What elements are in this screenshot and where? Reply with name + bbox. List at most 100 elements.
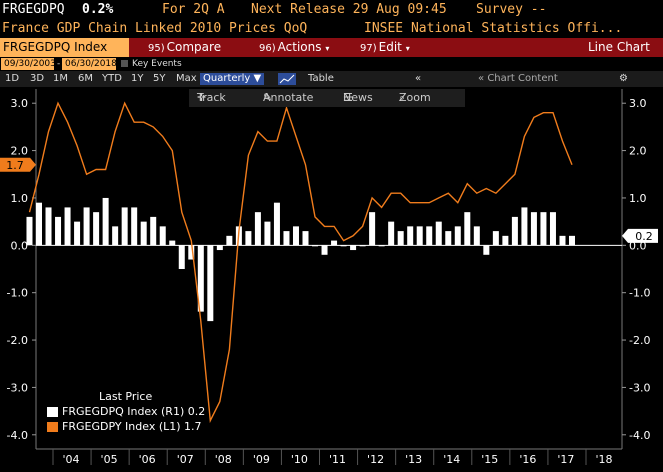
line-chart-icon[interactable]	[278, 73, 296, 85]
bar-mark	[454, 226, 461, 246]
bar-mark	[55, 216, 62, 246]
legend-swatch	[47, 407, 58, 417]
period-ytd[interactable]: YTD	[102, 73, 122, 84]
period-3d[interactable]: 3D	[30, 73, 45, 84]
chevron-down-icon: ▾	[405, 44, 410, 53]
key-events-label[interactable]: Key Events	[132, 59, 182, 69]
bar-mark	[312, 245, 319, 247]
bar-mark	[521, 207, 528, 246]
ticker-input[interactable]: FRGEGDPQ Index	[0, 38, 129, 57]
bar-mark	[435, 221, 442, 246]
period-1d[interactable]: 1D	[5, 73, 20, 84]
edit-button[interactable]: 97) Edit ▾	[360, 40, 410, 54]
right-tick-label: 3.0	[629, 97, 647, 110]
bar-mark	[93, 212, 100, 246]
bar-mark	[159, 226, 166, 246]
actions-button[interactable]: 96) Actions ▾	[259, 40, 330, 54]
bar-mark	[140, 221, 147, 246]
chevron-down-icon: ▾	[325, 44, 330, 53]
double-chevron-icon: «	[478, 73, 485, 84]
description-row: France GDP Chain Linked 2010 Prices QoQ …	[0, 19, 663, 38]
bar-mark	[473, 226, 480, 246]
bar-mark	[131, 207, 138, 246]
frequency-select[interactable]: Quarterly ▼	[200, 73, 265, 85]
x-tick-label: '10	[291, 453, 308, 466]
bar-mark	[74, 221, 81, 246]
table-button[interactable]: Table	[308, 73, 334, 84]
bar-mark	[331, 240, 338, 246]
right-tick-label: 1.0	[629, 192, 647, 205]
x-tick-label: '08	[215, 453, 232, 466]
bar-mark	[559, 235, 566, 246]
bar-mark	[64, 207, 71, 246]
bar-mark	[502, 235, 509, 246]
bar-mark	[511, 216, 518, 246]
left-tick-label: 2.0	[11, 145, 29, 158]
series-source: INSEE National Statistics Offi...	[364, 21, 623, 36]
period-1y[interactable]: 1Y	[131, 73, 144, 84]
left-tick-label: -2.0	[7, 334, 28, 347]
x-tick-label: '18	[595, 453, 612, 466]
bar-mark	[359, 245, 366, 247]
left-tick-label: 0.0	[11, 239, 29, 252]
bar-mark	[102, 197, 109, 246]
bar-mark	[321, 245, 328, 255]
checkbox-icon[interactable]	[121, 60, 128, 67]
legend-swatch	[47, 422, 58, 432]
bar-mark	[388, 221, 395, 246]
series-description: France GDP Chain Linked 2010 Prices QoQ	[2, 21, 308, 36]
bar-mark	[445, 231, 452, 246]
left-tick-label: 1.0	[11, 192, 29, 205]
news-icon: ☰	[343, 91, 353, 104]
bar-mark	[188, 245, 195, 260]
x-tick-label: '13	[405, 453, 422, 466]
gdp-chart: 3.0 2.0 1.0 0.0 -1.0 -2.0 -3.0 -4.0 3.0 2.0 1.0…	[0, 89, 658, 466]
magnifier-icon: ⌕	[399, 91, 406, 104]
bar-mark	[121, 207, 128, 246]
period-6m[interactable]: 6M	[78, 73, 93, 84]
date-range-row: 09/30/2003 - 06/30/2018 Key Events	[0, 57, 663, 71]
period-1m[interactable]: 1M	[53, 73, 68, 84]
bar-mark	[464, 212, 471, 246]
bar-mark	[540, 212, 547, 246]
bar-mark	[112, 226, 119, 246]
bar-mark	[340, 245, 347, 247]
right-tick-label: -4.0	[629, 429, 650, 442]
bar-mark	[369, 212, 376, 246]
end-date-field[interactable]: 06/30/2018	[62, 58, 117, 70]
bar-mark	[207, 245, 214, 322]
bar-mark	[292, 226, 299, 246]
x-tick-label: '05	[101, 453, 118, 466]
bar-mark	[36, 202, 42, 246]
bar-mark	[264, 221, 271, 246]
right-last-value-tag	[622, 228, 658, 243]
legend: Last Price FRGEGDPQ Index (R1) 0.2 FRGEG…	[47, 389, 205, 434]
gear-icon[interactable]: ⚙	[619, 73, 628, 84]
chevron-down-icon: ▼	[253, 73, 262, 84]
bar-mark	[569, 235, 575, 246]
bar-mark	[350, 245, 357, 251]
menu-bar: 95) Compare 96) Actions ▾ 97) Edit ▾ Line C…	[0, 38, 663, 57]
period-5y[interactable]: 5Y	[153, 73, 166, 84]
right-tick-label: -2.0	[629, 334, 650, 347]
bar-mark	[45, 207, 52, 246]
left-tick-label: -1.0	[7, 287, 28, 300]
x-tick-label: '11	[329, 453, 346, 466]
start-date-field[interactable]: 09/30/2003	[1, 58, 56, 70]
bar-mark	[26, 216, 33, 246]
left-tick-label: 3.0	[11, 97, 29, 110]
period-max[interactable]: Max	[176, 73, 197, 84]
left-last-value-tag	[0, 157, 36, 172]
bar-mark	[169, 240, 176, 246]
collapse-icon[interactable]: «	[415, 73, 422, 84]
legend-title: Last Price	[99, 390, 153, 403]
right-tick-label: -3.0	[629, 381, 650, 394]
right-last-value-label: 0.2	[635, 230, 653, 243]
chart-content-label[interactable]: « Chart Content	[478, 73, 558, 84]
x-tick-label: '12	[367, 453, 384, 466]
period-label: For 2Q A	[162, 2, 225, 17]
security-header: FRGEGDPQ 0.2% For 2Q A Next Release 29 A…	[0, 0, 663, 19]
bar-mark	[150, 216, 157, 246]
compare-button[interactable]: 95) Compare	[148, 40, 222, 54]
chart-type-button[interactable]: Line Chart	[588, 40, 650, 54]
